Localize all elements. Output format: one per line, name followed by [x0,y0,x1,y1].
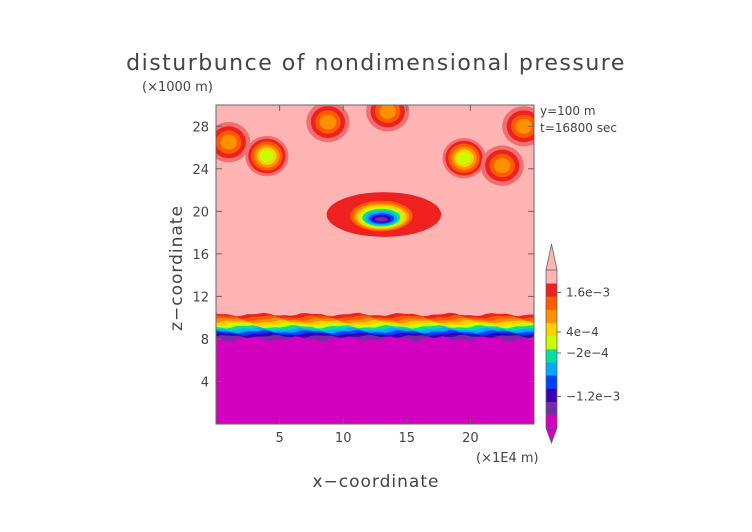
annotation-t: t=16800 sec [540,121,617,135]
positive-patch [515,118,533,134]
colorbar-max-arrow [545,243,558,271]
x-tick-label: 5 [275,431,283,446]
y-tick-label: 20 [192,205,209,220]
y-axis-ticks: 4 8 12 16 20 24 28 [192,120,534,390]
y-unit-label: (×1000 m) [142,80,213,95]
y-tick-label: 12 [192,290,209,305]
positive-patch [493,158,511,174]
positive-patch [260,150,274,163]
x-axis-label: x−coordinate [313,472,440,492]
colorbar-swatch [546,349,557,363]
x-tick-label: 20 [462,431,479,446]
chart-title: disturbunce of nondimensional pressure [126,51,626,76]
colorbar-tick-label: −2e−4 [566,346,609,360]
colorbar-frame [545,269,558,429]
colorbar-swatch [546,362,557,376]
upper-positive-patches [216,105,534,186]
positive-patch [319,114,337,130]
colorbar-swatch [546,388,557,402]
positive-patch [379,105,396,119]
colorbar-swatch [546,296,557,310]
positive-patch [457,152,471,165]
y-tick-label: 28 [192,120,209,135]
colorbar-swatch [546,375,557,389]
heatmap-field [216,105,534,424]
x-tick-label: 15 [399,431,416,446]
colorbar: 1.6e−3 4e−4 −2e−4 −1.2e−3 [545,243,620,445]
y-tick-label: 16 [192,248,209,263]
y-tick-label: 8 [201,333,209,348]
pocket-ring [374,217,388,222]
x-unit-label: (×1E4 m) [476,451,539,466]
colorbar-tick-label: 1.6e−3 [566,285,610,299]
colorbar-swatch [546,283,557,297]
y-axis-label: z−coordinate [167,205,187,331]
x-tick-label: 10 [335,431,352,446]
y-tick-label: 24 [192,163,209,178]
positive-patch [220,134,237,150]
y-tick-label: 4 [201,375,209,390]
colorbar-swatch [546,335,557,350]
colorbar-swatch [546,270,557,284]
colorbar-tick-label: −1.2e−3 [566,389,620,403]
x-axis-ticks: 5 10 15 20 [275,105,479,446]
plot-frame [215,104,535,425]
colorbar-min-arrow [545,427,558,445]
lower-layer-fill [216,336,534,424]
colorbar-swatch [546,322,557,337]
annotation-y: y=100 m [540,104,596,118]
colorbar-swatch [546,309,557,323]
colorbar-swatch [546,401,557,416]
colorbar-tick-label: 4e−4 [566,325,599,339]
colorbar-swatch [546,414,557,429]
negative-pocket [326,192,442,237]
